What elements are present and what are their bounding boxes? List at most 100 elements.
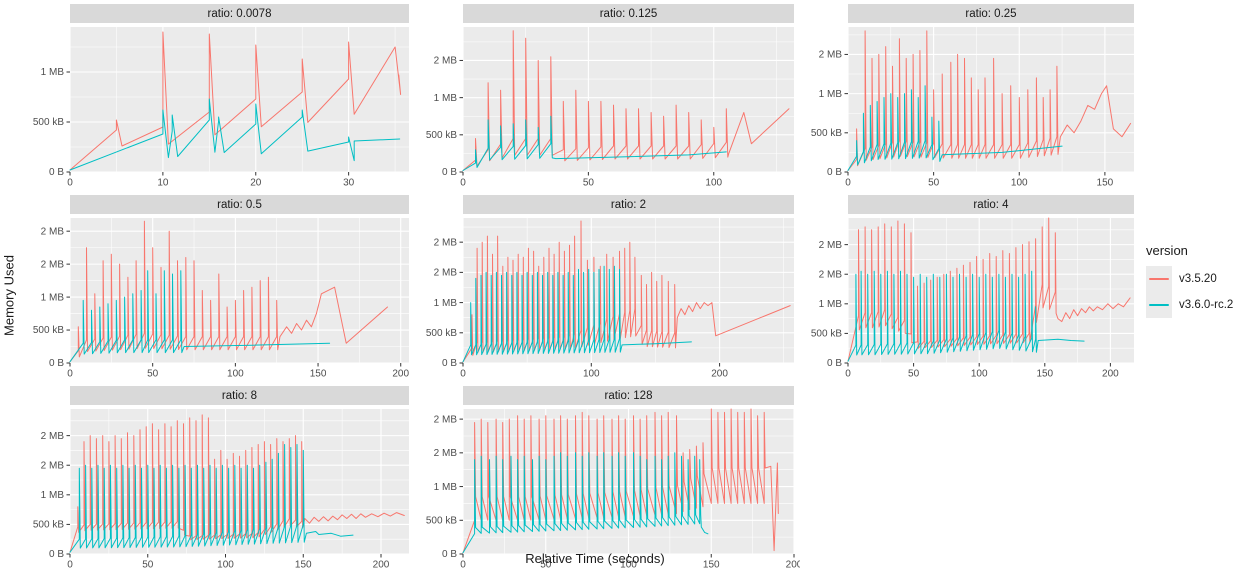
facet-0.0078: ratio: 0.0078 0 10 20 30 0 B 500 kB 1 MB bbox=[0, 4, 415, 190]
facet-strip-label: ratio: 4 bbox=[848, 195, 1134, 214]
x-tick-label: 200 bbox=[711, 369, 728, 380]
x-tick-label: 30 bbox=[343, 178, 355, 189]
facet-plot: 0 50 100 0 B 500 kB 1 MB 2 MB bbox=[426, 27, 794, 189]
y-tick-label: 500 kB bbox=[426, 328, 457, 339]
y-tick-label: 2 MB bbox=[434, 56, 458, 67]
x-tick-label: 0 bbox=[460, 560, 466, 571]
y-tick-label: 2 MB bbox=[41, 259, 65, 270]
series-line-v3.5.20 bbox=[462, 408, 779, 554]
legend-label: v3.5.20 bbox=[1179, 273, 1217, 285]
x-tick-label: 0 bbox=[67, 560, 73, 571]
facet-strip-label: ratio: 128 bbox=[463, 386, 794, 405]
x-tick-label: 150 bbox=[1036, 369, 1053, 380]
facet-0.125: ratio: 0.125 0 50 100 0 B 500 kB 1 MB 2 MB bbox=[415, 4, 800, 190]
facet-strip-label: ratio: 0.25 bbox=[848, 4, 1134, 23]
x-tick-label: 0 bbox=[460, 178, 466, 189]
facet-128: ratio: 128 0 50 100 150 200 0 B 500 kB 1 MB 2 MB 2… bbox=[415, 386, 800, 572]
x-tick-label: 100 bbox=[1011, 178, 1028, 189]
x-axis-title: Relative Time (seconds) bbox=[525, 551, 665, 566]
facet-4: ratio: 4 0 50 100 150 200 0 B 500 kB 1 MB 2 MB 2 M… bbox=[800, 195, 1140, 381]
legend-item-v3.6.0-rc.2: v3.6.0-rc.2 bbox=[1146, 292, 1242, 318]
x-tick-label: 150 bbox=[310, 369, 327, 380]
y-tick-label: 500 kB bbox=[33, 325, 64, 336]
x-tick-label: 100 bbox=[583, 369, 600, 380]
y-tick-label: 2 MB bbox=[434, 237, 458, 248]
y-tick-label: 500 kB bbox=[33, 117, 64, 128]
series-line-v3.5.20 bbox=[462, 30, 790, 171]
x-tick-label: 50 bbox=[908, 369, 920, 380]
facet-plot: 0 50 100 150 200 0 B 500 kB 1 MB 2 MB 2 MB bbox=[426, 408, 800, 571]
legend-item-v3.5.20: v3.5.20 bbox=[1146, 266, 1242, 292]
x-tick-label: 0 bbox=[845, 178, 851, 189]
y-tick-label: 1 MB bbox=[41, 490, 65, 501]
y-tick-label: 0 B bbox=[49, 549, 64, 560]
x-tick-label: 100 bbox=[227, 369, 244, 380]
y-tick-label: 500 kB bbox=[811, 128, 842, 139]
series-line-v3.5.20 bbox=[69, 31, 402, 171]
x-tick-label: 50 bbox=[142, 560, 154, 571]
y-tick-label: 2 MB bbox=[41, 460, 65, 471]
legend-title: version bbox=[1146, 243, 1188, 258]
x-tick-label: 50 bbox=[540, 560, 552, 571]
series-line-v3.6.0-rc.2 bbox=[462, 115, 727, 171]
y-tick-label: 1 MB bbox=[819, 299, 843, 310]
y-tick-label: 0 B bbox=[49, 358, 64, 369]
x-tick-label: 50 bbox=[147, 369, 159, 380]
facet-strip-label: ratio: 0.0078 bbox=[70, 4, 409, 23]
x-tick-label: 100 bbox=[971, 369, 988, 380]
facet-plot: 0 10 20 30 0 B 500 kB 1 MB bbox=[33, 27, 409, 189]
y-tick-label: 2 MB bbox=[434, 414, 458, 425]
x-tick-label: 200 bbox=[1102, 369, 1119, 380]
series-line-v3.6.0-rc.2 bbox=[69, 98, 401, 171]
legend-key-line-icon bbox=[1146, 266, 1172, 292]
series-line-v3.6.0-rc.2 bbox=[69, 444, 354, 553]
x-tick-label: 100 bbox=[620, 560, 637, 571]
series-line-v3.6.0-rc.2 bbox=[462, 452, 709, 554]
facet-plot: 0 50 100 150 200 0 B 500 kB 1 MB 2 MB 2 MB bbox=[33, 218, 410, 380]
y-tick-label: 500 kB bbox=[426, 515, 457, 526]
legend-key-line-icon bbox=[1146, 292, 1172, 318]
legend-items: v3.5.20 v3.6.0-rc.2 bbox=[1146, 266, 1242, 318]
x-tick-label: 50 bbox=[928, 178, 940, 189]
y-tick-label: 1 MB bbox=[41, 67, 65, 78]
x-tick-label: 200 bbox=[373, 560, 390, 571]
y-tick-label: 1 MB bbox=[41, 292, 65, 303]
x-tick-label: 0 bbox=[460, 369, 466, 380]
y-tick-label: 2 MB bbox=[434, 448, 458, 459]
y-tick-label: 1 MB bbox=[819, 89, 843, 100]
y-tick-label: 2 MB bbox=[819, 240, 843, 251]
facet-strip-label: ratio: 2 bbox=[463, 195, 794, 214]
facet-strip-label: ratio: 0.5 bbox=[70, 195, 409, 214]
x-tick-label: 150 bbox=[703, 560, 720, 571]
y-tick-label: 2 MB bbox=[819, 269, 843, 280]
y-axis-title: Memory Used bbox=[1, 255, 17, 336]
facet-2: ratio: 2 0 100 200 0 B 500 kB 1 MB 2 MB 2 MB bbox=[415, 195, 800, 381]
x-tick-label: 0 bbox=[67, 369, 73, 380]
x-tick-label: 100 bbox=[705, 178, 722, 189]
y-tick-label: 1 MB bbox=[434, 298, 458, 309]
y-tick-label: 500 kB bbox=[811, 329, 842, 340]
y-tick-label: 2 MB bbox=[434, 268, 458, 279]
facet-grid: ratio: 0.0078 0 10 20 30 0 B 500 kB 1 MB ratio: … bbox=[0, 4, 1140, 572]
facet-plot: 0 50 100 150 0 B 500 kB 1 MB 2 MB bbox=[811, 27, 1134, 189]
y-tick-label: 500 kB bbox=[426, 130, 457, 141]
y-tick-label: 2 MB bbox=[41, 226, 65, 237]
facet-strip-label: ratio: 8 bbox=[70, 386, 409, 405]
x-tick-label: 10 bbox=[157, 178, 169, 189]
facet-plot: 0 50 100 150 200 0 B 500 kB 1 MB 2 MB 2 MB bbox=[811, 217, 1134, 380]
series-line-v3.6.0-rc.2 bbox=[847, 85, 1063, 171]
series-line-v3.6.0-rc.2 bbox=[462, 265, 692, 363]
y-tick-label: 2 MB bbox=[41, 431, 65, 442]
y-tick-label: 0 B bbox=[442, 167, 457, 178]
y-tick-label: 1 MB bbox=[434, 482, 458, 493]
series-line-v3.5.20 bbox=[69, 220, 388, 363]
legend: version v3.5.20 v3.6.0-rc.2 bbox=[1146, 243, 1242, 318]
x-tick-label: 0 bbox=[67, 178, 73, 189]
x-tick-label: 200 bbox=[392, 369, 409, 380]
legend-label: v3.6.0-rc.2 bbox=[1179, 299, 1234, 311]
y-tick-label: 2 MB bbox=[819, 50, 843, 61]
y-tick-label: 0 B bbox=[827, 167, 842, 178]
series-line-v3.6.0-rc.2 bbox=[847, 270, 1085, 362]
y-tick-label: 0 B bbox=[442, 358, 457, 369]
x-tick-label: 200 bbox=[786, 560, 800, 571]
